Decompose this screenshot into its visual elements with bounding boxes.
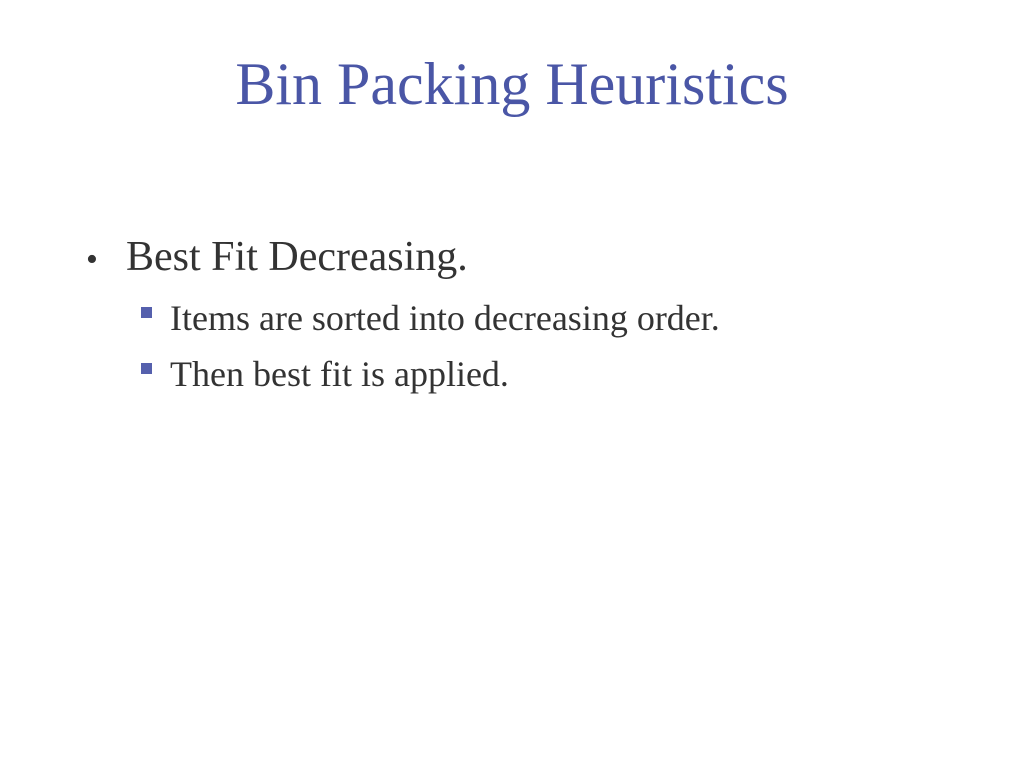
bullet-text: Best Fit Decreasing. <box>126 234 468 280</box>
bullet-dot-icon: • <box>86 241 98 278</box>
bullet-item: • Best Fit Decreasing. <box>86 232 468 282</box>
slide-title: Bin Packing Heuristics <box>235 51 789 117</box>
square-bullet-icon <box>141 362 152 374</box>
sub-bullet-item: Items are sorted into decreasing order. <box>141 296 720 340</box>
sub-bullet-text: Then best fit is applied. <box>170 354 509 394</box>
square-bullet-icon <box>141 306 152 318</box>
sub-bullet-text: Items are sorted into decreasing order. <box>170 298 720 338</box>
sub-bullet-item: Then best fit is applied. <box>141 352 509 396</box>
